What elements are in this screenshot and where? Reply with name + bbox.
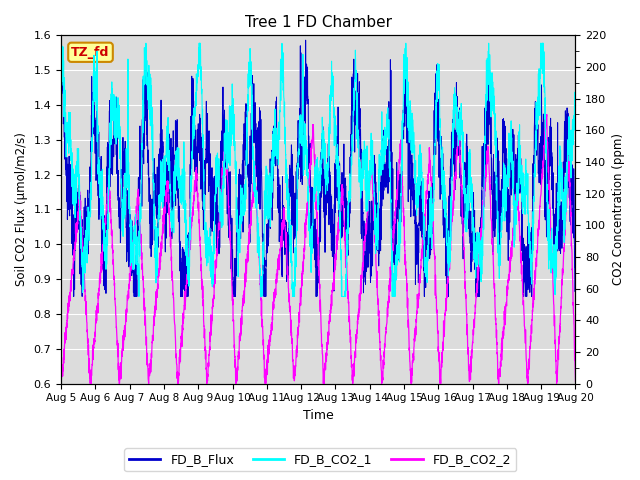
- Title: Tree 1 FD Chamber: Tree 1 FD Chamber: [244, 15, 392, 30]
- X-axis label: Time: Time: [303, 409, 333, 422]
- Y-axis label: Soil CO2 Flux (μmol/m2/s): Soil CO2 Flux (μmol/m2/s): [15, 132, 28, 287]
- Text: TZ_fd: TZ_fd: [71, 46, 109, 59]
- Y-axis label: CO2 Concentration (ppm): CO2 Concentration (ppm): [612, 133, 625, 286]
- Legend: FD_B_Flux, FD_B_CO2_1, FD_B_CO2_2: FD_B_Flux, FD_B_CO2_1, FD_B_CO2_2: [124, 448, 516, 471]
